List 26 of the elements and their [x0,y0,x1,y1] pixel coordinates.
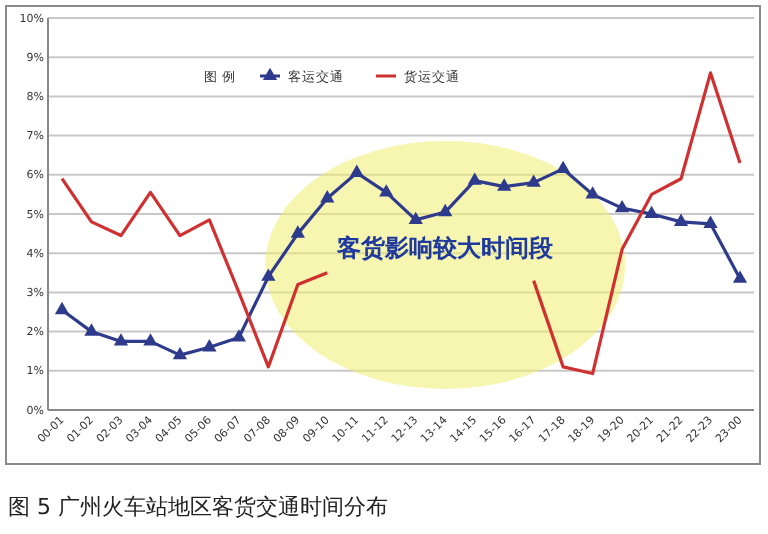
point [585,186,600,199]
point [84,323,99,336]
point [349,164,364,177]
point [644,205,659,219]
point [497,178,512,191]
point [54,301,70,315]
point [673,213,689,226]
point [732,270,748,283]
point [556,160,571,174]
point [526,174,541,187]
point [113,333,129,346]
point [231,329,246,342]
point [290,225,305,238]
point [467,172,482,185]
point [703,215,718,228]
point [408,211,423,224]
point [438,203,453,217]
text: 图 5 广州火车站地区客货交通时间分布 [8,493,388,520]
annotation: 客货影响较大时间段 [335,234,556,263]
point [172,346,188,360]
point [379,184,394,197]
point [320,190,335,203]
point [614,199,630,213]
point [143,333,158,346]
point [202,339,217,352]
point [261,268,276,281]
